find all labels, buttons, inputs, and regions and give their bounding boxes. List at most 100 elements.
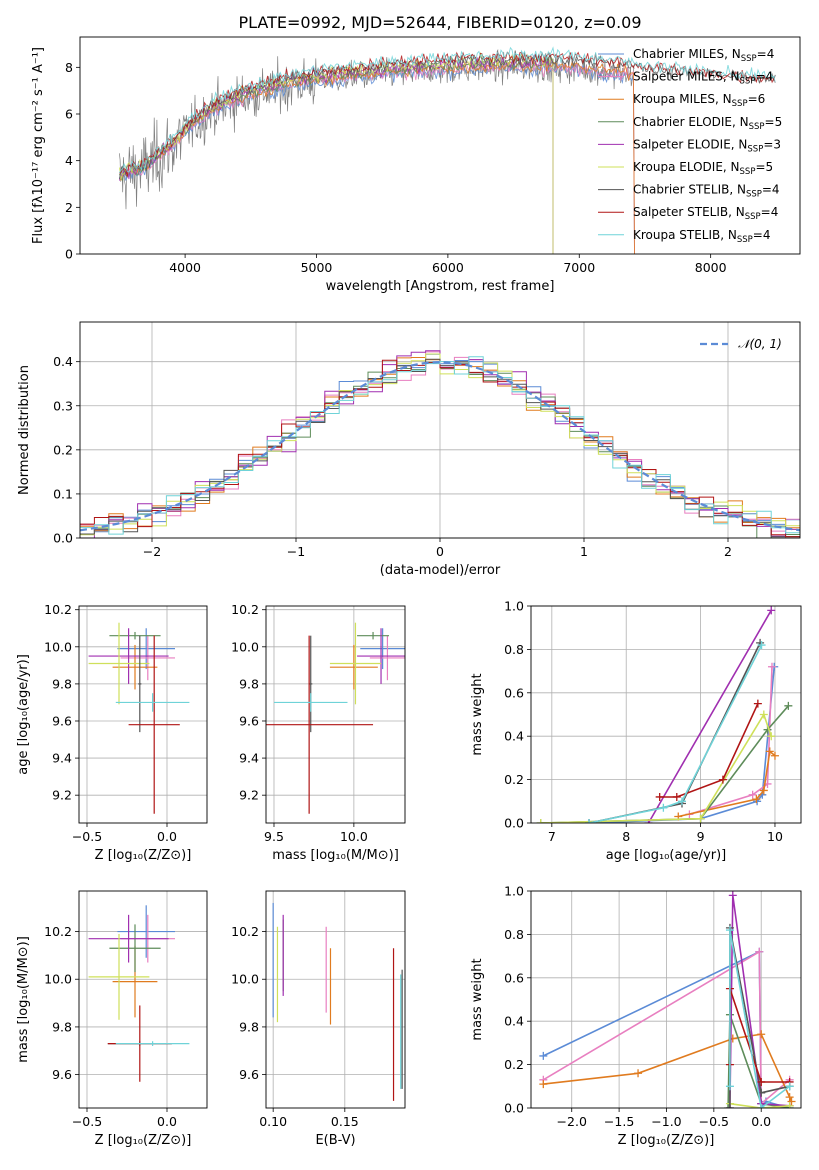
spectrum-plot-area (118, 46, 776, 254)
spectrum-panel: 4000 5000 6000 7000 8000 0 2 4 6 8 wavelength [Ang… (31, 36, 801, 294)
x-tick-label: 10.0 (340, 829, 368, 844)
weight-marker-kroupa_miles (539, 1080, 548, 1089)
x-tick-label: 0.0 (751, 1114, 771, 1129)
legend-entry-chabrier_elodie: Chabrier ELODIE, NSSP=5 (633, 115, 782, 132)
y-tick-label: 10.0 (231, 972, 259, 987)
spectrum-title: PLATE=0992, MJD=52644, FIBERID=0120, z=0… (238, 13, 641, 32)
y-tick-label: 9.8 (239, 1019, 259, 1034)
legend-sub: SSP (741, 54, 757, 64)
y-tick-label: 9.6 (52, 1067, 72, 1082)
legend-name: Kroupa ELODIE, N (633, 160, 740, 174)
mass_age-panel: 9.5 10.0 9.2 9.4 9.6 9.8 10.0 10.2 mass [log₁₀(M… (231, 602, 406, 863)
x-tick-label: −0.5 (72, 829, 102, 844)
legend-eq: =5 (755, 160, 773, 174)
z_mass-panel: −0.5 0.0 9.6 9.8 10.0 10.2 Z [log₁₀(Z/Z⊙)] mass… (16, 890, 208, 1148)
x-tick-label: −2 (143, 544, 161, 559)
y-tick-label: 9.8 (52, 1019, 72, 1034)
ebv_mass-plot-area (272, 902, 403, 1101)
legend-entry-salpeter_miles: Salpeter MILES, NSSP=4 (633, 70, 773, 87)
y-tick-label: 0.0 (53, 531, 73, 546)
residuals-frame (79, 321, 801, 539)
x-tick-label: 0.0 (157, 1114, 177, 1129)
age_weight-xlabel: age [log₁₀(age/yr)] (606, 848, 727, 863)
weight-marker-kroupa_miles (757, 1030, 766, 1039)
weight-marker-kroupa_stelib (757, 641, 766, 650)
age_weight-panel: 7 8 9 10 0.0 0.2 0.4 0.6 0.8 1.0 age [log₁₀(age/yr… (470, 599, 802, 863)
weight-line-chabrier_stelib (588, 642, 761, 823)
legend-entry-chabrier_stelib: Chabrier STELIB, NSSP=4 (633, 183, 780, 200)
x-tick-label: −2.0 (557, 1114, 587, 1129)
x-tick-label: 5000 (301, 260, 333, 275)
weight-marker-kroupa_stelib (585, 819, 594, 823)
z_weight-ylabel: mass weight (470, 958, 485, 1040)
y-tick-label: 0.8 (504, 642, 524, 657)
x-tick-label: 0 (436, 544, 444, 559)
y-tick-label: 10.2 (231, 602, 259, 617)
y-tick-label: 1.0 (504, 599, 524, 614)
x-tick-label: 7000 (563, 260, 595, 275)
model-line-kroupa_miles (119, 60, 635, 254)
y-tick-label: 9.2 (239, 788, 259, 803)
z_mass-grid (79, 891, 207, 1108)
legend-name: Kroupa MILES, N (633, 92, 732, 106)
legend-sub: SSP (747, 144, 763, 154)
x-tick-label: 1 (580, 544, 588, 559)
x-tick-label: −0.5 (699, 1114, 729, 1129)
x-tick-label: −1.0 (651, 1114, 681, 1129)
legend-name: Salpeter MILES, N (633, 70, 740, 84)
x-tick-label: 2 (724, 544, 732, 559)
weight-marker-kroupa_miles (770, 751, 779, 760)
legend-name: Chabrier STELIB, N (633, 183, 746, 197)
y-tick-label: 0.2 (53, 442, 73, 457)
weight-marker-kroupa_elodie (785, 1101, 794, 1108)
weight-line-salpeter_stelib (659, 703, 759, 798)
weight-marker-salpeter_stelib (672, 792, 681, 801)
y-tick-label: 0.6 (504, 685, 524, 700)
residuals-xlabel: (data-model)/error (380, 563, 501, 578)
model-line-chabrier_miles (119, 62, 635, 254)
y-tick-label: 10.0 (44, 639, 72, 654)
legend-sub: SSP (745, 212, 761, 222)
weight-marker-salpeter_miles (767, 662, 776, 671)
mass_age-frame (265, 605, 406, 824)
y-tick-label: 1.0 (504, 884, 524, 899)
z_age-xlabel: Z [log₁₀(Z/Z⊙)] (95, 848, 192, 863)
observed-spectrum-line (119, 48, 635, 210)
z_mass-xlabel: Z [log₁₀(Z/Z⊙)] (95, 1133, 192, 1148)
y-tick-label: 9.6 (239, 713, 259, 728)
legend-entry-kroupa_stelib: Kroupa STELIB, NSSP=4 (633, 228, 771, 245)
y-tick-label: 0.4 (53, 354, 73, 369)
weight-line-salpeter_elodie (647, 609, 772, 823)
age_weight-grid (531, 605, 801, 824)
weight-line-kroupa_stelib (588, 644, 763, 823)
legend-entry-chabrier_miles: Chabrier MILES, NSSP=4 (633, 47, 774, 64)
weight-marker-kroupa_miles (765, 747, 774, 756)
model-line-salpeter_elodie (118, 54, 554, 254)
x-tick-label: 10 (767, 829, 783, 844)
y-tick-label: 9.8 (52, 676, 72, 691)
z_weight-panel: −2.0 −1.5 −1.0 −0.5 0.0 0.0 0.2 0.4 0.6 0.8 1.0 Z [… (470, 884, 802, 1148)
weight-line-salpeter_miles (689, 666, 773, 816)
weight-marker-salpeter_elodie (767, 606, 776, 615)
legend-entry-kroupa_miles: Kroupa MILES, NSSP=6 (633, 92, 765, 109)
legend-eq: =4 (755, 70, 773, 84)
weight-marker-kroupa_stelib (677, 797, 686, 806)
x-tick-label: 4000 (169, 260, 201, 275)
normal-curve (80, 360, 800, 532)
y-tick-label: 0.4 (504, 729, 524, 744)
y-tick-label: 10.2 (44, 924, 72, 939)
legend-eq: =6 (748, 92, 766, 106)
y-tick-label: 9.8 (239, 676, 259, 691)
z_weight-xlabel: Z [log₁₀(Z/Z⊙)] (618, 1133, 715, 1148)
z_mass-plot-area (88, 905, 190, 1082)
model-line-kroupa_stelib (119, 46, 776, 174)
weight-marker-kroupa_miles (785, 1093, 794, 1102)
weight-marker-chabrier_elodie (724, 1104, 733, 1108)
z_weight-frame (530, 890, 802, 1109)
ebv_mass-xlabel: E(B-V) (315, 1133, 355, 1148)
weight-marker-kroupa_miles (787, 1097, 796, 1106)
weight-line-kroupa_elodie (729, 1102, 790, 1108)
y-tick-label: 8 (65, 60, 73, 75)
z_age-grid (79, 606, 207, 823)
